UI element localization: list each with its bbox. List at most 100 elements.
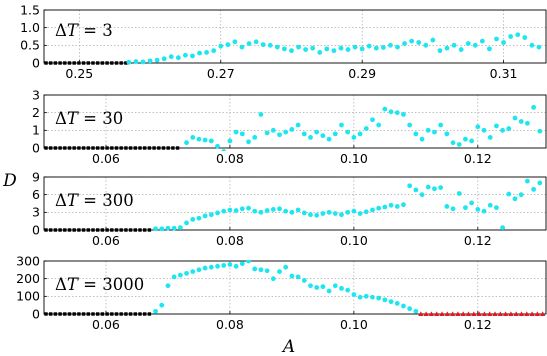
data-point: [270, 276, 276, 282]
panel-label: ΔT = 3000: [55, 275, 144, 294]
zero-marker: [96, 146, 100, 150]
data-point: [394, 110, 400, 116]
data-point: [432, 129, 437, 135]
data-point: [165, 283, 171, 289]
zero-marker: [67, 228, 72, 232]
panel-label: ΔT = 3: [55, 21, 113, 40]
data-point: [458, 47, 464, 52]
zero-marker: [100, 312, 105, 316]
data-point: [225, 42, 231, 48]
data-point: [239, 206, 245, 212]
data-point: [301, 210, 307, 216]
zero-marker: [63, 228, 67, 232]
data-point: [215, 263, 220, 269]
y-tick-label: 0.5: [20, 38, 40, 53]
zero-marker: [138, 228, 142, 232]
data-point: [184, 140, 189, 146]
triangle-marker: [460, 311, 466, 316]
y-tick-label: 0: [32, 55, 40, 70]
data-point: [537, 128, 543, 134]
zero-marker: [86, 61, 90, 65]
plot-frame: [43, 260, 547, 315]
data-point: [324, 46, 330, 52]
data-point: [425, 127, 431, 133]
zero-marker: [110, 146, 114, 150]
data-point: [208, 212, 214, 218]
data-point: [373, 45, 379, 51]
data-point: [168, 54, 174, 60]
data-point: [227, 138, 233, 144]
data-point: [239, 44, 245, 50]
zero-marker: [124, 146, 128, 150]
data-point: [450, 140, 456, 146]
zero-marker: [58, 61, 62, 65]
panel-label: ΔT = 30: [55, 109, 123, 128]
data-point: [512, 196, 518, 202]
data-point: [531, 186, 537, 192]
panel-3: 0 3 6 9 0.06 0.08 0.10 0.12 ΔT = 300: [32, 169, 547, 248]
plot-frame: [43, 94, 547, 149]
data-point: [494, 36, 499, 42]
data-point: [314, 212, 320, 218]
data-point: [395, 44, 400, 50]
data-point: [246, 139, 251, 145]
y-tick-label: 300: [16, 253, 40, 268]
panel-label-prefix: Δ: [55, 21, 67, 40]
panel-label-value: = 300: [78, 191, 134, 210]
data-point: [221, 263, 227, 268]
data-point: [126, 59, 132, 65]
data-point: [413, 131, 419, 137]
data-point: [320, 211, 326, 216]
zero-marker: [105, 312, 109, 316]
zero-marker: [81, 146, 86, 150]
data-point: [190, 217, 196, 222]
data-point: [432, 186, 437, 192]
data-point: [515, 32, 521, 38]
data-point: [487, 46, 492, 52]
zero-marker: [77, 146, 81, 150]
data-point: [326, 209, 332, 215]
zero-marker: [105, 228, 109, 232]
triangle-marker: [540, 311, 546, 316]
panel-label-prefix: Δ: [55, 109, 67, 128]
data-point: [508, 34, 514, 39]
zero-marker: [86, 146, 90, 150]
data-point: [260, 42, 266, 48]
x-axis-label: A: [281, 337, 295, 356]
data-point: [252, 208, 258, 214]
y-tick-label: 0: [32, 222, 40, 237]
zero-marker: [77, 312, 81, 316]
data-point: [184, 220, 189, 226]
data-point: [363, 293, 369, 299]
triangle-marker: [455, 311, 461, 316]
y-tick-label: 1: [32, 123, 40, 138]
data-point: [345, 47, 351, 52]
zero-marker: [124, 312, 128, 316]
data-point: [357, 131, 363, 137]
data-point: [221, 149, 227, 151]
triangle-marker: [444, 311, 450, 316]
data-point: [370, 117, 375, 123]
x-tick-label: 0.12: [464, 233, 492, 248]
data-point: [537, 180, 543, 186]
panel-label-symbol: T: [67, 21, 80, 40]
data-point: [413, 308, 419, 314]
data-point: [140, 59, 146, 65]
data-point: [425, 184, 431, 190]
data-point: [401, 303, 406, 309]
data-point: [246, 205, 251, 211]
data-point: [363, 209, 369, 215]
zero-marker: [53, 61, 58, 65]
zero-marker: [81, 228, 86, 232]
data-point: [351, 208, 357, 214]
zero-marker: [91, 61, 95, 65]
zero-marker: [128, 228, 133, 232]
zero-marker: [128, 312, 133, 316]
x-tick-label: 0.31: [490, 66, 518, 81]
data-point: [522, 35, 528, 40]
data-point: [317, 50, 323, 55]
triangle-marker: [418, 311, 424, 316]
data-point: [161, 56, 167, 62]
zero-marker: [58, 228, 62, 232]
data-point: [314, 285, 320, 290]
